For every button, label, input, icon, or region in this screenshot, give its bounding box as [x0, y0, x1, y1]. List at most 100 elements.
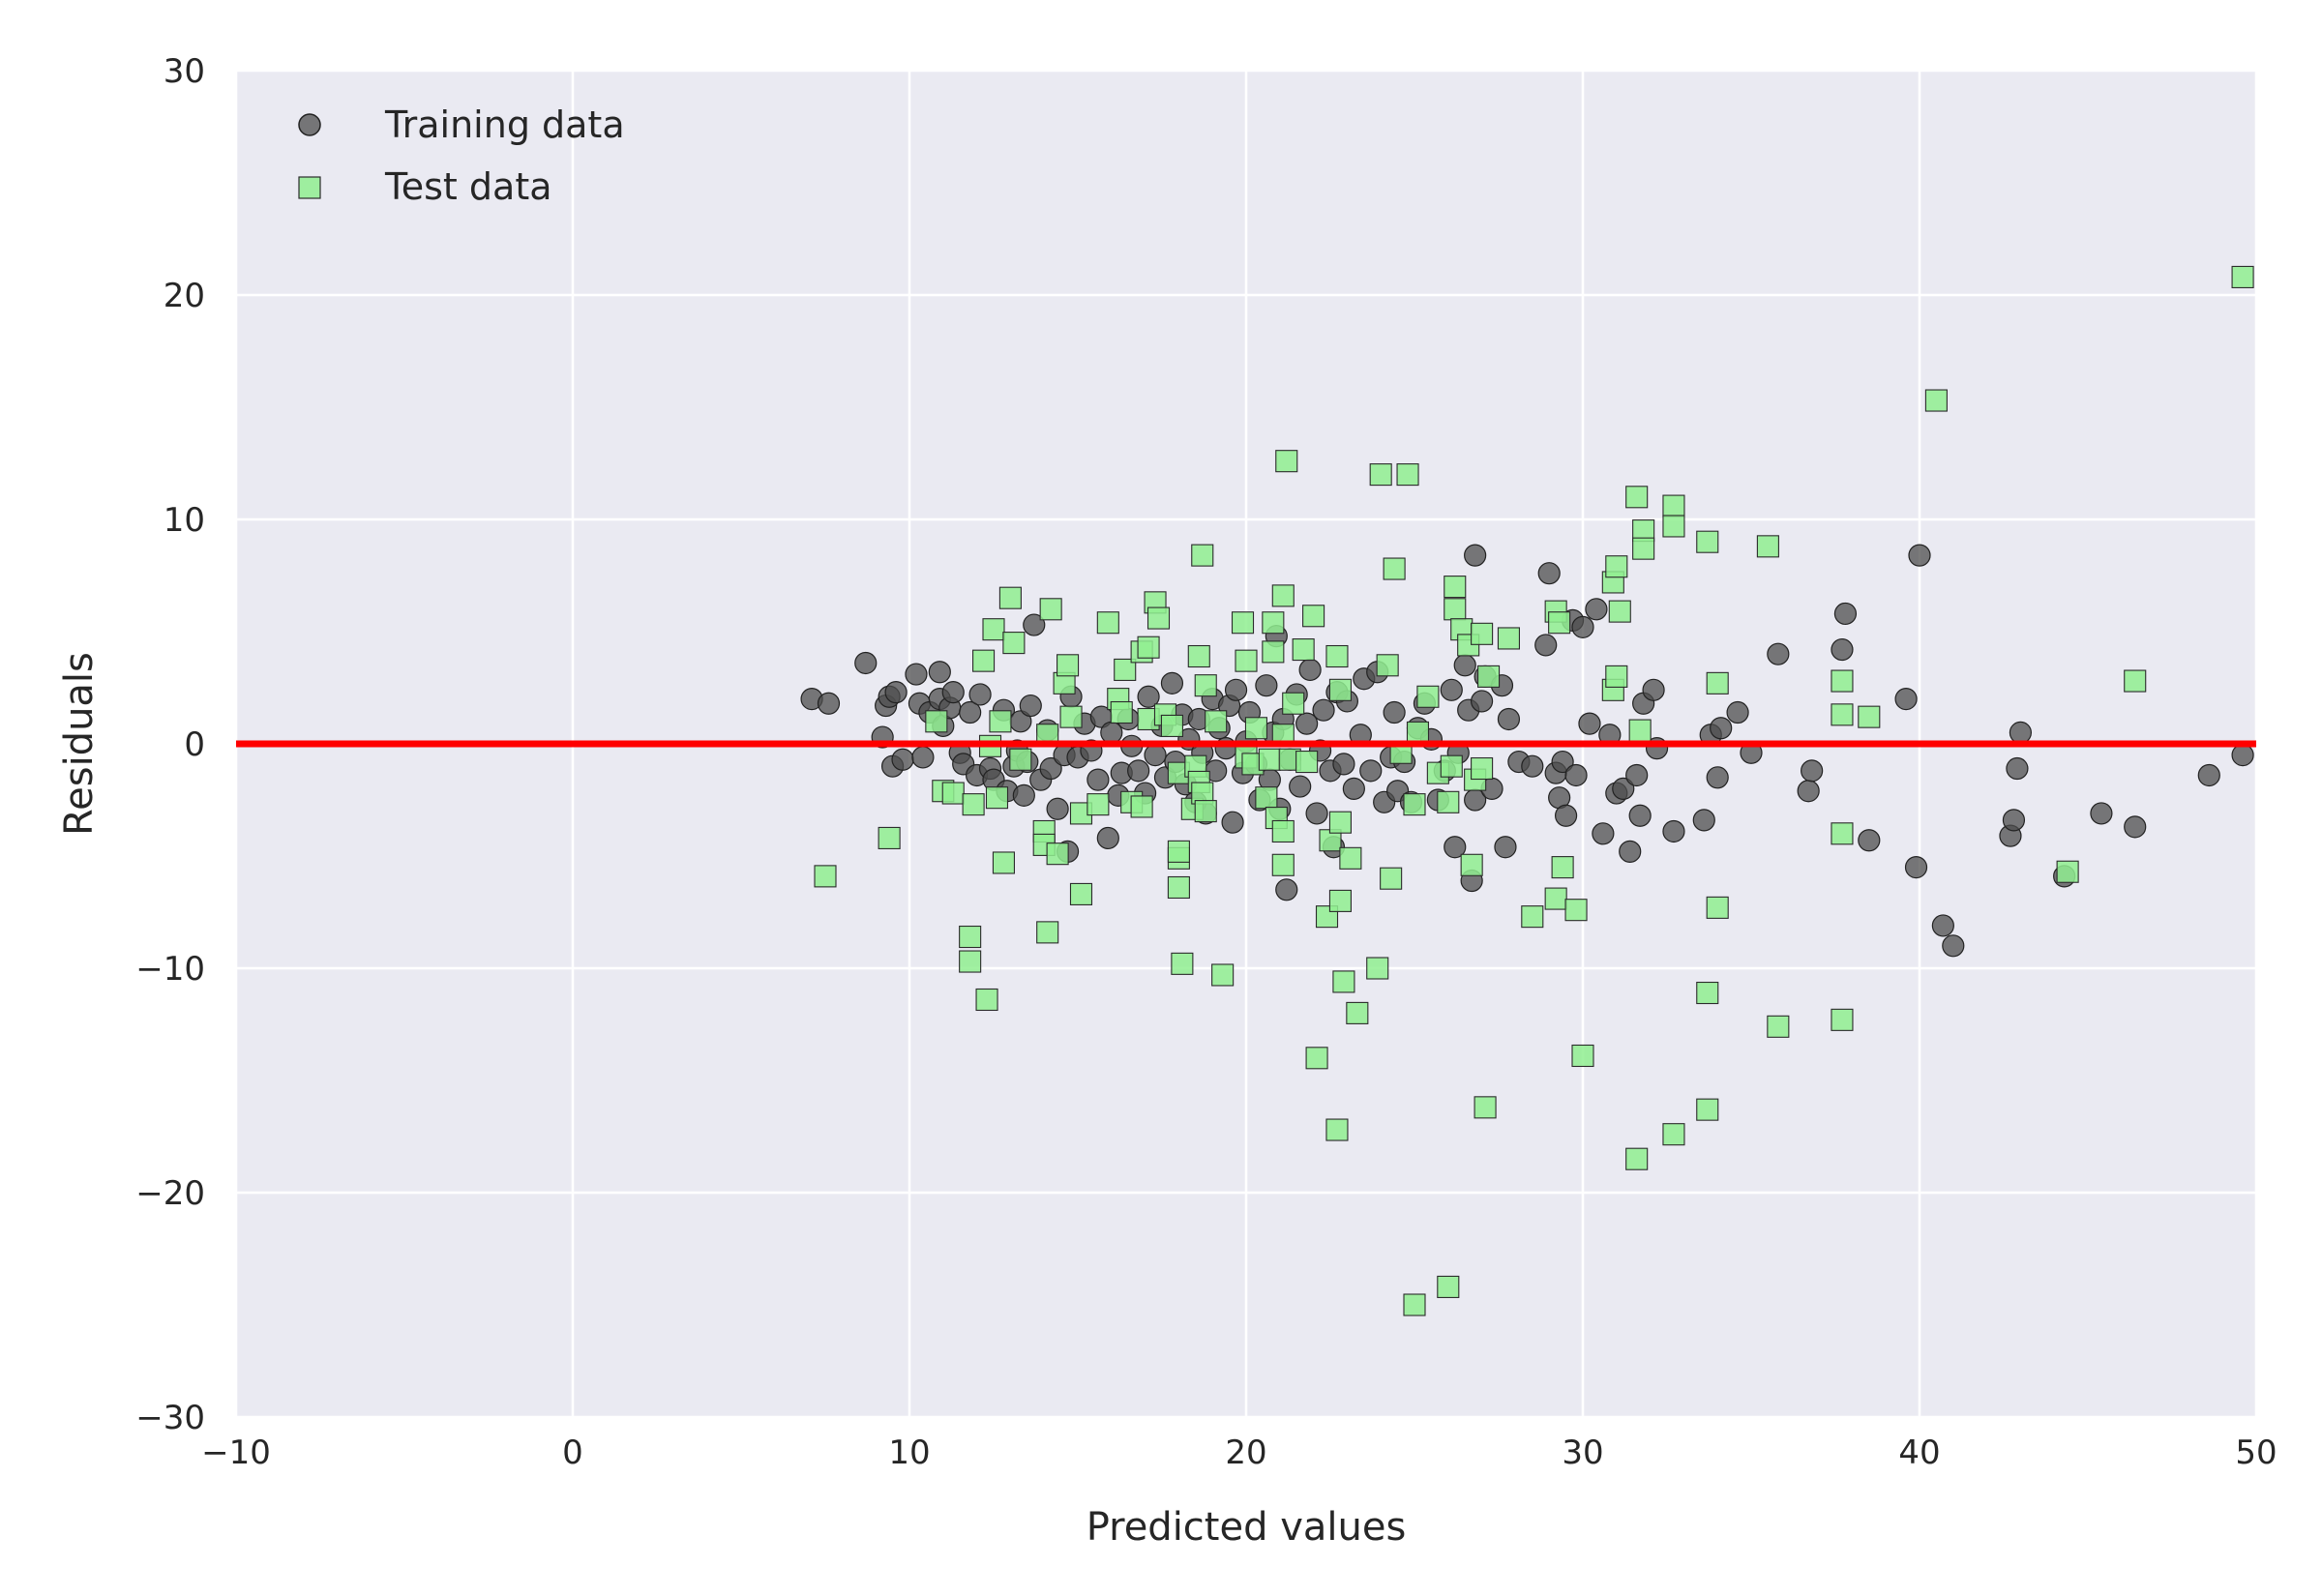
training-point: [1931, 914, 1954, 937]
test-point: [1497, 627, 1520, 650]
training-point: [968, 683, 992, 706]
legend-marker-training: [298, 113, 321, 136]
training-point: [1305, 802, 1328, 825]
training-point: [1096, 826, 1119, 850]
training-point: [1858, 829, 1881, 852]
test-point: [1831, 822, 1854, 845]
test-point: [1167, 840, 1190, 863]
test-point: [998, 586, 1022, 609]
training-point: [1833, 602, 1858, 626]
test-point: [1059, 705, 1083, 728]
training-point: [1137, 685, 1160, 708]
test-point: [1376, 654, 1399, 677]
test-point: [1403, 1293, 1426, 1316]
training-point: [1440, 678, 1463, 701]
training-point: [1534, 634, 1558, 657]
training-point: [1592, 822, 1615, 845]
training-point: [891, 748, 914, 771]
training-point: [1383, 700, 1406, 724]
test-point: [1696, 530, 1719, 553]
test-point: [982, 618, 1005, 641]
test-point: [1057, 654, 1080, 677]
test-point: [1271, 819, 1295, 843]
training-point: [2009, 721, 2032, 745]
test-point: [1110, 700, 1133, 724]
test-point: [1831, 669, 1854, 693]
training-point: [1726, 700, 1749, 724]
training-point: [1554, 804, 1578, 827]
legend-marker-test: [298, 176, 321, 199]
training-point: [1453, 654, 1476, 677]
test-point: [1231, 611, 1255, 635]
test-point: [1282, 692, 1305, 715]
y-tick-label: 10: [164, 501, 205, 540]
test-point: [989, 710, 1012, 733]
training-point: [1144, 743, 1167, 767]
test-point: [1706, 896, 1729, 919]
training-point: [1160, 671, 1184, 695]
test-point: [962, 793, 985, 816]
training-point: [1831, 637, 1854, 662]
test-point: [1924, 389, 1948, 412]
test-point: [1696, 981, 1719, 1005]
test-point: [1369, 463, 1392, 487]
test-point: [1632, 537, 1655, 560]
training-point: [1551, 750, 1574, 774]
training-point: [1801, 759, 1824, 783]
training-point: [817, 692, 841, 715]
training-point: [1019, 694, 1042, 718]
training-point: [1023, 613, 1046, 636]
test-point: [1339, 846, 1362, 870]
test-point: [1002, 632, 1026, 655]
test-point: [1471, 756, 1494, 781]
training-point: [1625, 763, 1649, 787]
y-tick-label: 0: [184, 725, 205, 764]
test-point: [1706, 671, 1729, 695]
test-point: [1471, 622, 1494, 645]
test-point: [1262, 640, 1285, 664]
training-point: [2090, 802, 2113, 825]
training-point: [1564, 763, 1588, 787]
test-point: [1551, 856, 1574, 879]
test-point: [1756, 535, 1779, 558]
test-data-series: [814, 265, 2254, 1316]
training-point: [1312, 698, 1335, 722]
training-point: [2124, 815, 2147, 839]
test-point: [1292, 638, 1315, 662]
training-point: [941, 681, 965, 704]
test-point: [1171, 952, 1194, 975]
test-point: [1662, 1123, 1685, 1146]
training-point: [2197, 763, 2220, 787]
test-point: [1383, 557, 1406, 580]
training-point: [1342, 777, 1365, 801]
training-point: [1039, 756, 1062, 781]
test-point: [814, 865, 837, 888]
training-point: [911, 746, 935, 769]
test-point: [1625, 486, 1649, 509]
test-point: [1009, 748, 1032, 771]
training-point: [1087, 768, 1110, 791]
training-point: [1942, 934, 1965, 958]
test-point: [1160, 714, 1183, 737]
test-point: [1187, 644, 1210, 668]
test-point: [1858, 705, 1881, 728]
test-point: [1625, 1147, 1649, 1170]
test-point: [1137, 635, 1160, 659]
training-point: [2231, 743, 2254, 767]
test-point: [1069, 882, 1093, 905]
training-point: [1494, 836, 1517, 859]
training-point: [1464, 544, 1487, 567]
test-point: [1295, 751, 1319, 774]
training-point: [1710, 717, 1733, 740]
test-point: [1255, 786, 1278, 810]
test-point: [1831, 703, 1854, 726]
x-tick-label: 10: [888, 1433, 930, 1472]
test-point: [1325, 1118, 1349, 1141]
test-point: [1380, 867, 1403, 890]
test-point: [1036, 921, 1059, 944]
test-point: [1346, 1001, 1369, 1024]
training-point: [1797, 780, 1820, 803]
test-point: [2056, 860, 2079, 883]
test-point: [1325, 644, 1349, 668]
training-point: [1359, 759, 1383, 783]
